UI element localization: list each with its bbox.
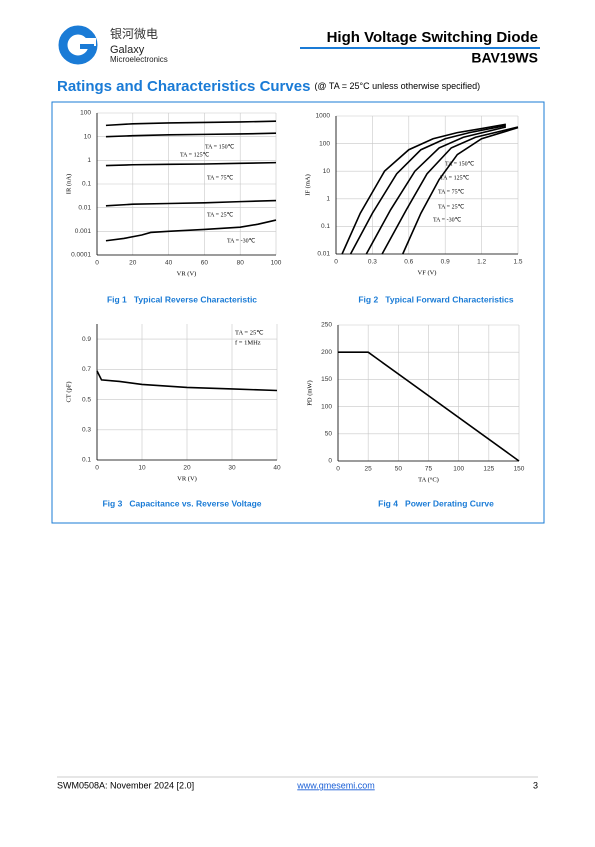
section-heading: Ratings and Characteristics Curves (@ TA … [57, 78, 480, 95]
y-tick-label: 0.1 [82, 457, 91, 464]
figure-caption: Fig 1 Typical Reverse Characteristic [107, 294, 257, 304]
x-tick-label: 0.9 [441, 259, 450, 266]
y-tick-label: 10 [84, 133, 92, 140]
x-tick-label: 0.3 [368, 259, 377, 266]
x-axis-label: VR (V) [177, 475, 197, 482]
series-label: TA = 150℃ [445, 161, 475, 167]
x-tick-label: 0 [334, 259, 338, 266]
y-tick-label: 0.3 [82, 426, 91, 433]
y-tick-label: 0.01 [78, 204, 91, 211]
logo [58, 25, 98, 65]
x-tick-label: 20 [183, 465, 191, 472]
y-tick-label: 0 [328, 458, 332, 465]
part-number: BAV19WS [471, 50, 538, 66]
annotation: f = 1MHz [235, 339, 261, 346]
logo-en: Microelectronics [110, 55, 168, 64]
x-tick-label: 0 [336, 466, 340, 473]
y-tick-label: 1 [326, 196, 330, 203]
y-axis-label: IR (nA) [65, 174, 72, 194]
footer-url[interactable]: www.gmesemi.com [296, 780, 375, 790]
series-label: TA = 125℃ [180, 152, 210, 158]
x-tick-label: 125 [483, 466, 494, 473]
x-tick-label: 75 [425, 466, 433, 473]
x-tick-label: 60 [201, 260, 209, 267]
series-line [105, 132, 277, 138]
y-tick-label: 0.0001 [71, 252, 91, 259]
y-tick-label: 0.5 [82, 396, 91, 403]
section-note: (@ TA = 25°C unless otherwise specified) [314, 81, 480, 91]
y-tick-label: 0.1 [82, 181, 91, 188]
y-axis-label: IF (mA) [304, 174, 311, 195]
x-tick-label: 40 [273, 465, 281, 472]
x-tick-label: 150 [514, 466, 525, 473]
x-tick-label: 50 [395, 466, 403, 473]
x-tick-label: 0 [95, 465, 99, 472]
series-line [341, 123, 507, 255]
series-label: TA = 75℃ [207, 175, 234, 181]
y-tick-label: 10 [323, 168, 331, 175]
series-label: TA = 25℃ [438, 204, 465, 210]
y-tick-label: 200 [321, 349, 332, 356]
x-tick-label: 30 [228, 465, 236, 472]
doc-title: High Voltage Switching Diode [327, 29, 538, 46]
x-tick-label: 1.2 [477, 259, 486, 266]
x-tick-label: 100 [271, 260, 282, 267]
y-tick-label: 150 [321, 376, 332, 383]
y-tick-label: 0.01 [317, 251, 330, 258]
series-label: TA = 125℃ [440, 175, 470, 181]
x-tick-label: 1.5 [513, 259, 522, 266]
x-tick-label: 80 [237, 260, 245, 267]
series-line [401, 126, 519, 255]
x-tick-label: 20 [129, 260, 137, 267]
y-tick-label: 1 [87, 157, 91, 164]
figure-caption: Fig 3 Capacitance vs. Reverse Voltage [102, 498, 261, 508]
logo-cn: 银河微电 [110, 27, 158, 41]
x-tick-label: 25 [365, 466, 373, 473]
y-tick-label: 100 [321, 403, 332, 410]
series-label: TA = 75℃ [438, 189, 465, 195]
logo-en: Galaxy [110, 44, 145, 56]
series-line [105, 199, 277, 207]
x-axis-label: TA (°C) [418, 476, 439, 483]
series-label: TA = 150℃ [205, 144, 235, 150]
series-line [96, 370, 278, 392]
x-tick-label: 100 [453, 466, 464, 473]
series-label: TA = -30℃ [433, 217, 462, 223]
series-line [381, 126, 519, 255]
series-label: TA = -30℃ [227, 238, 256, 244]
series-line [349, 124, 507, 255]
series-line [338, 351, 520, 462]
y-tick-label: 100 [80, 110, 91, 117]
x-tick-label: 10 [138, 465, 146, 472]
footer-doc: SWM0508A: November 2024 [2.0] [57, 780, 194, 790]
y-tick-label: 0.7 [82, 366, 91, 373]
series-line [105, 120, 277, 127]
x-tick-label: 40 [165, 260, 173, 267]
series-line [365, 126, 507, 255]
figure-box [51, 101, 545, 524]
y-tick-label: 0.001 [75, 228, 92, 235]
x-axis-label: VR (V) [177, 270, 197, 277]
y-tick-label: 0.9 [82, 336, 91, 343]
annotation: TA = 25℃ [235, 329, 264, 336]
y-tick-label: 100 [319, 140, 330, 147]
section-title: Ratings and Characteristics Curves [57, 78, 310, 95]
x-tick-label: 0.6 [404, 259, 413, 266]
figure-caption: Fig 4 Power Derating Curve [378, 498, 494, 508]
x-axis-label: VF (V) [418, 269, 437, 276]
y-tick-label: 250 [321, 322, 332, 329]
y-tick-label: 50 [325, 431, 333, 438]
series-label: TA = 25℃ [207, 212, 234, 218]
plot-area [336, 116, 518, 254]
footer-page: 3 [533, 780, 538, 790]
y-tick-label: 0.1 [321, 223, 330, 230]
y-axis-label: PD (mW) [306, 380, 313, 405]
y-tick-label: 1000 [316, 113, 331, 120]
figure-caption: Fig 2 Typical Forward Characteristics [358, 294, 514, 304]
series-line [105, 161, 277, 167]
y-axis-label: CT (pF) [65, 381, 72, 402]
series-line [105, 219, 277, 242]
x-tick-label: 0 [95, 260, 99, 267]
